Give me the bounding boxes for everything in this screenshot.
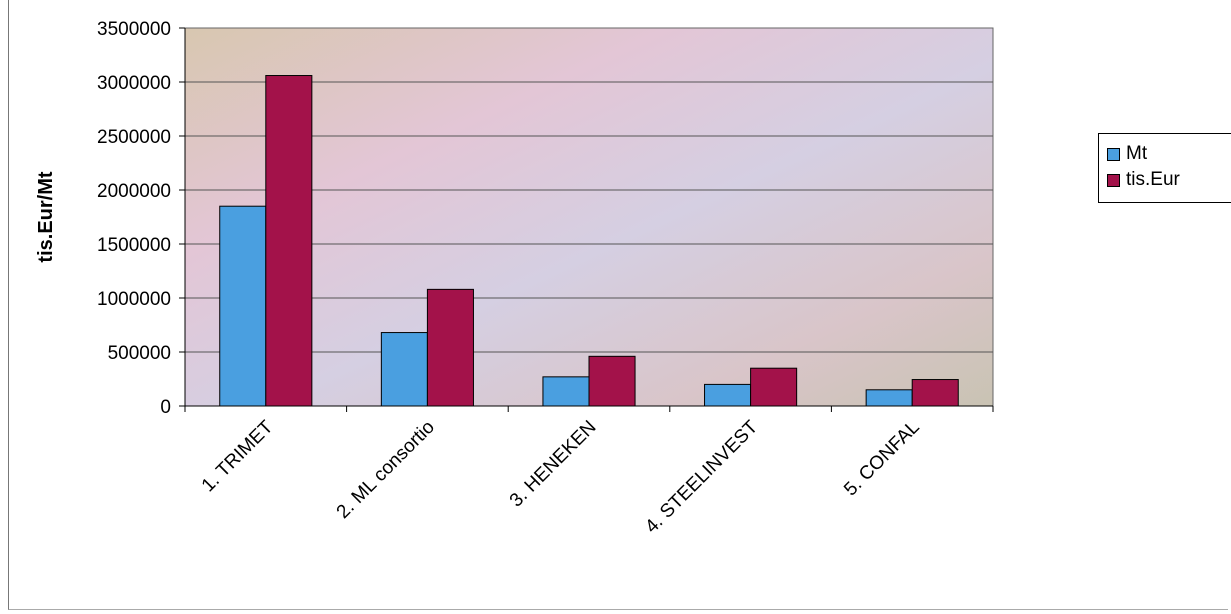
bar-mt xyxy=(219,205,267,407)
y-tick-label: 3500000 xyxy=(97,19,171,40)
legend-swatch xyxy=(1107,173,1120,187)
gridlines xyxy=(185,81,993,353)
y-tick-label: 2500000 xyxy=(97,127,171,148)
bar-mt xyxy=(704,383,752,407)
x-category-label: 1. TRIMET xyxy=(198,416,278,496)
bar-mt xyxy=(542,376,590,407)
plot-area xyxy=(184,27,994,407)
x-category-label: 5. CONFAL xyxy=(840,417,924,501)
legend-item: tis.Eur xyxy=(1107,168,1180,192)
y-tick-label: 0 xyxy=(160,397,171,418)
x-category-label: 2. ML consortio xyxy=(333,417,439,523)
legend-swatch xyxy=(1107,147,1120,161)
y-tick-label: 1500000 xyxy=(97,235,171,256)
bar-tis-eur xyxy=(265,75,313,407)
y-tick-label: 500000 xyxy=(108,343,171,364)
bar-tis-eur xyxy=(911,379,959,407)
bar-tis-eur xyxy=(426,288,474,407)
y-tick-label: 3000000 xyxy=(97,73,171,94)
bar-tis-eur xyxy=(750,367,798,407)
bar-mt xyxy=(865,389,913,407)
legend: Mt tis.Eur xyxy=(1098,133,1231,203)
legend-item: Mt xyxy=(1107,142,1147,166)
y-tick-label: 1000000 xyxy=(97,289,171,310)
x-category-label: 3. HENEKEN xyxy=(506,417,601,512)
bar-tis-eur xyxy=(588,355,636,407)
x-category-label: 4. STEELINVEST xyxy=(641,416,762,537)
legend-label: tis.Eur xyxy=(1126,169,1180,190)
bar-mt xyxy=(380,332,428,407)
y-axis-title: tis.Eur/Mt xyxy=(35,171,57,262)
y-tick-label: 2000000 xyxy=(97,181,171,202)
bars xyxy=(219,75,959,407)
chart-frame xyxy=(8,0,1228,610)
legend-label: Mt xyxy=(1126,143,1148,164)
